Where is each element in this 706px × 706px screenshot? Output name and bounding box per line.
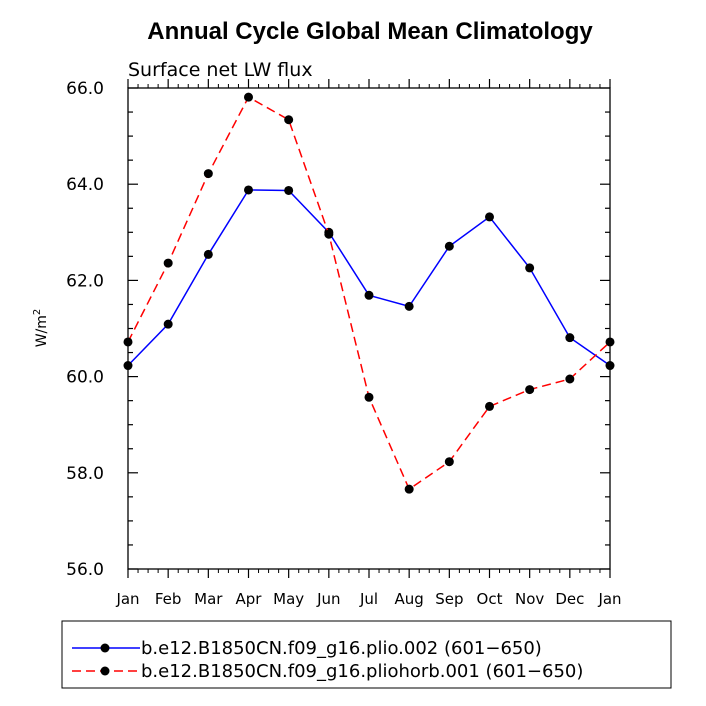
data-point bbox=[404, 484, 414, 494]
legend: b.e12.B1850CN.f09_g16.plio.002 (601−650)… bbox=[72, 638, 583, 682]
data-point bbox=[284, 115, 294, 125]
legend-box bbox=[61, 620, 672, 689]
data-point bbox=[163, 258, 173, 268]
legend-marker bbox=[100, 643, 110, 653]
data-point bbox=[485, 212, 494, 222]
y-tick-label: 66.0 bbox=[66, 79, 104, 99]
data-point bbox=[444, 241, 454, 251]
data-point bbox=[565, 374, 575, 384]
data-point bbox=[444, 457, 454, 467]
data-point bbox=[244, 92, 253, 102]
y-tick-label: 58.0 bbox=[66, 464, 104, 484]
data-point bbox=[324, 229, 334, 239]
series-line bbox=[127, 189, 611, 367]
y-tick-label: 56.0 bbox=[66, 560, 104, 580]
data-point bbox=[364, 392, 374, 402]
chart-subtitle: Surface net LW flux bbox=[128, 59, 313, 81]
y-tick-labels: 56.0 58.0 60.0 62.0 64.0 66.0 bbox=[66, 79, 104, 580]
x-tick-label: Dec bbox=[555, 590, 584, 608]
x-tick-label: May bbox=[273, 590, 304, 608]
y-axis-label: W/m2 bbox=[32, 309, 50, 348]
data-point bbox=[525, 263, 535, 273]
y-axis-label-unit: W/m bbox=[34, 315, 50, 347]
x-tick-labels: Jan Feb Mar Apr May Jun Jul Aug Sep Oct Nov Dec Jan bbox=[115, 590, 621, 608]
axis-ticks bbox=[127, 79, 611, 578]
x-tick-label: Aug bbox=[395, 590, 424, 608]
x-tick-label: Jun bbox=[316, 590, 340, 608]
data-point bbox=[485, 401, 494, 411]
data-point bbox=[163, 319, 173, 329]
chart-title: Annual Cycle Global Mean Climatology bbox=[147, 18, 593, 45]
y-tick-label: 60.0 bbox=[66, 368, 104, 388]
data-point bbox=[203, 249, 213, 259]
x-tick-label: Apr bbox=[236, 590, 263, 608]
legend-marker bbox=[100, 666, 110, 676]
plot-frame bbox=[127, 87, 611, 570]
data-point bbox=[565, 333, 575, 343]
x-tick-label: Jul bbox=[359, 590, 378, 608]
data-point bbox=[364, 290, 374, 300]
data-point bbox=[525, 385, 535, 395]
x-tick-label: Feb bbox=[155, 590, 182, 608]
x-tick-label: Jan bbox=[115, 590, 139, 608]
legend-label: b.e12.B1850CN.f09_g16.pliohorb.001 (601−… bbox=[141, 661, 583, 682]
y-tick-label: 64.0 bbox=[66, 175, 104, 195]
x-tick-label: Jan bbox=[597, 590, 621, 608]
legend-label: b.e12.B1850CN.f09_g16.plio.002 (601−650) bbox=[141, 638, 542, 659]
data-point bbox=[404, 301, 414, 311]
x-tick-label: Mar bbox=[194, 590, 223, 608]
y-tick-label: 62.0 bbox=[66, 271, 104, 291]
series-group bbox=[123, 92, 615, 494]
data-point bbox=[203, 169, 213, 179]
y-axis-label-superscript: 2 bbox=[32, 309, 43, 315]
x-tick-label: Oct bbox=[477, 590, 503, 608]
data-point bbox=[244, 185, 253, 195]
data-point bbox=[284, 185, 294, 195]
x-tick-label: Nov bbox=[515, 590, 544, 608]
x-tick-label: Sep bbox=[435, 590, 463, 608]
